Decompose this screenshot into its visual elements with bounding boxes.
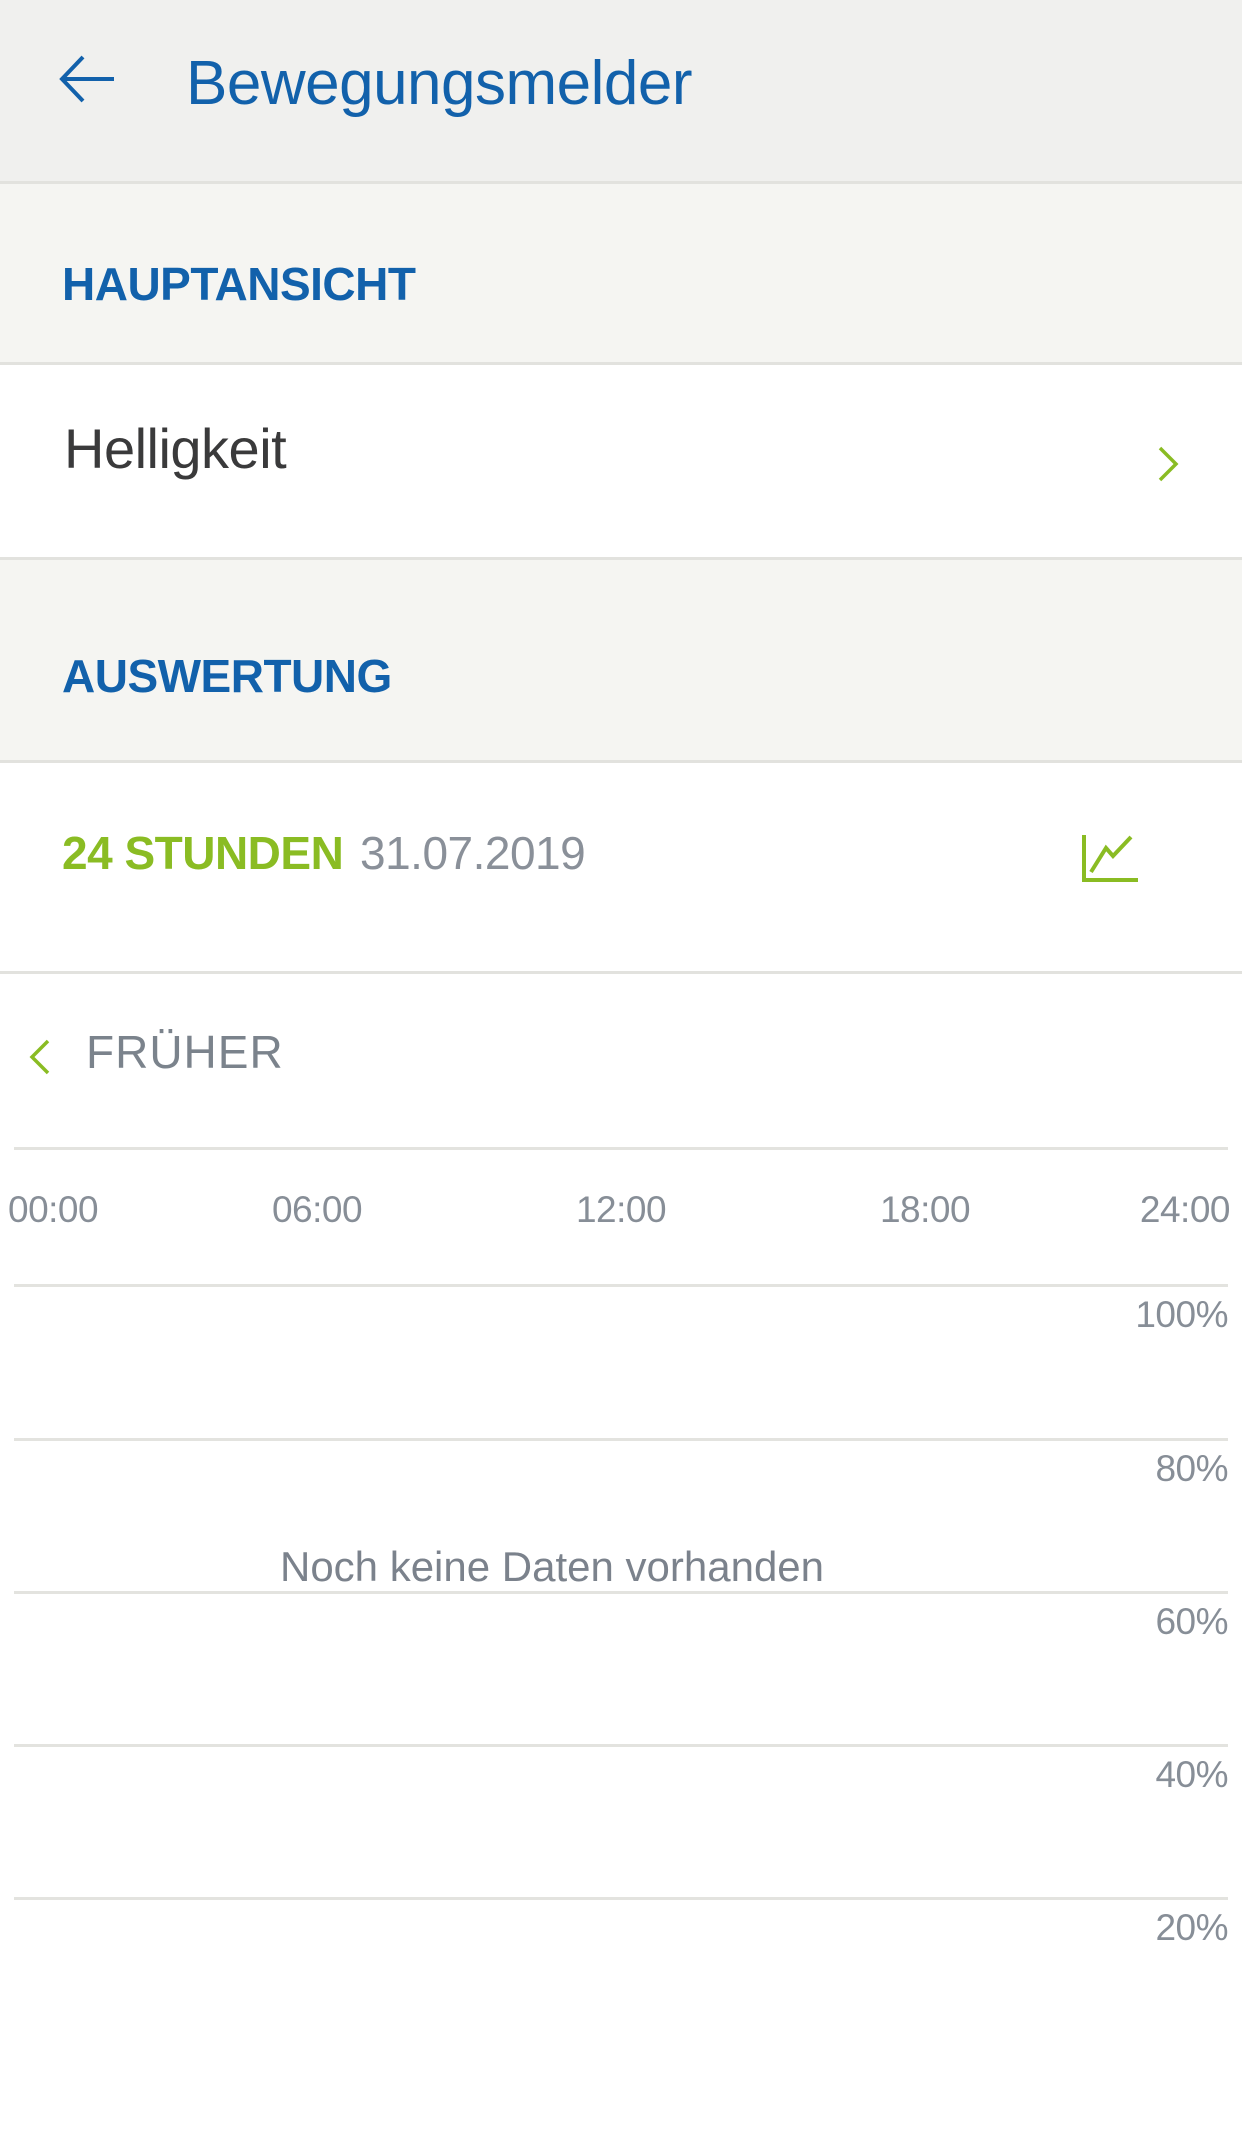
section-label-auswertung: AUSWERTUNG [62, 650, 392, 702]
gridline [14, 1897, 1228, 1900]
chevron-left-icon [28, 1038, 52, 1076]
period-tab-24-stunden[interactable]: 24 STUNDEN [62, 827, 344, 879]
divider [0, 971, 1242, 974]
gridline [14, 1744, 1228, 1747]
arrow-left-icon [56, 52, 126, 106]
chevron-right-icon [1156, 445, 1180, 483]
chart-top-line [14, 1147, 1228, 1150]
y-tick-label: 80% [1155, 1448, 1228, 1489]
evaluation-date: 31.07.2019 [360, 827, 586, 879]
chart-empty-message: Noch keine Daten vorhanden [279, 1543, 825, 1590]
gridline [14, 1438, 1228, 1441]
x-tick-label: 12:00 [575, 1189, 667, 1230]
earlier-label: FRÜHER [86, 1026, 284, 1078]
earlier-button[interactable]: FRÜHER [24, 1024, 284, 1084]
y-tick-label: 100% [1135, 1294, 1228, 1335]
y-tick-label: 20% [1155, 1907, 1228, 1948]
gridline [14, 1591, 1228, 1594]
divider [0, 181, 1242, 184]
page-title: Bewegungsmelder [186, 49, 693, 118]
section-header-hauptansicht [0, 184, 1242, 362]
menu-row-helligkeit[interactable]: Helligkeit [0, 365, 1242, 557]
x-tick-label: 06:00 [271, 1189, 363, 1230]
header-bar [0, 0, 1242, 181]
divider [0, 362, 1242, 365]
y-tick-label: 40% [1155, 1754, 1228, 1795]
menu-row-label: Helligkeit [64, 417, 287, 480]
y-tick-label: 60% [1155, 1601, 1228, 1642]
line-chart-icon[interactable] [1078, 833, 1140, 885]
x-tick-label: 18:00 [879, 1189, 971, 1230]
section-header-auswertung [0, 560, 1242, 760]
gridline [14, 1284, 1228, 1287]
divider [0, 557, 1242, 560]
divider [0, 760, 1242, 763]
x-tick-label: 00:00 [8, 1189, 99, 1230]
x-tick-label: 24:00 [1139, 1189, 1231, 1230]
back-button[interactable] [56, 52, 126, 112]
section-label-hauptansicht: HAUPTANSICHT [62, 258, 416, 310]
evaluation-period-row: 24 STUNDEN 31.07.2019 [0, 763, 1242, 971]
chart-area: 00:00 06:00 12:00 18:00 24:00 100% 80% 6… [0, 1147, 1242, 2148]
